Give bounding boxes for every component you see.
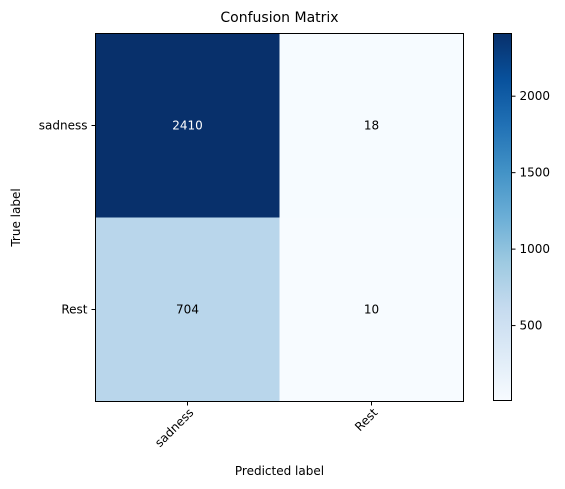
colorbar-tick-label: 1500 bbox=[520, 166, 551, 180]
colorbar-tick-label: 500 bbox=[520, 319, 543, 333]
cell-value-label: 704 bbox=[176, 303, 199, 317]
y-tick-label: Rest bbox=[61, 303, 87, 317]
heatmap-cell-rest-rest bbox=[279, 217, 464, 402]
cell-value-label: 10 bbox=[364, 303, 379, 317]
chart-title: Confusion Matrix bbox=[220, 10, 338, 26]
x-axis: sadness Rest bbox=[152, 401, 381, 450]
x-axis-label: Predicted label bbox=[235, 464, 324, 478]
colorbar-ticks: 500 1000 1500 2000 bbox=[511, 89, 551, 333]
colorbar bbox=[493, 33, 512, 401]
heatmap-cells bbox=[95, 33, 464, 402]
heatmap-cell-sadness-rest bbox=[279, 33, 464, 218]
colorbar-tick-label: 2000 bbox=[520, 89, 551, 103]
y-axis: sadness Rest bbox=[39, 119, 96, 317]
x-tick-label: sadness bbox=[152, 406, 196, 450]
plot-frame bbox=[95, 33, 464, 402]
x-tick-label: Rest bbox=[352, 405, 381, 434]
heatmap-cell-rest-sadness bbox=[95, 217, 280, 402]
y-tick-label: sadness bbox=[39, 119, 88, 133]
cell-value-label: 2410 bbox=[172, 119, 203, 133]
heatmap-cell-sadness-sadness bbox=[95, 33, 280, 218]
y-axis-label: True label bbox=[9, 188, 23, 247]
heatmap-cell-labels: 2410 18 704 10 bbox=[172, 119, 379, 317]
colorbar-tick-label: 1000 bbox=[520, 242, 551, 256]
cell-value-label: 18 bbox=[364, 119, 379, 133]
